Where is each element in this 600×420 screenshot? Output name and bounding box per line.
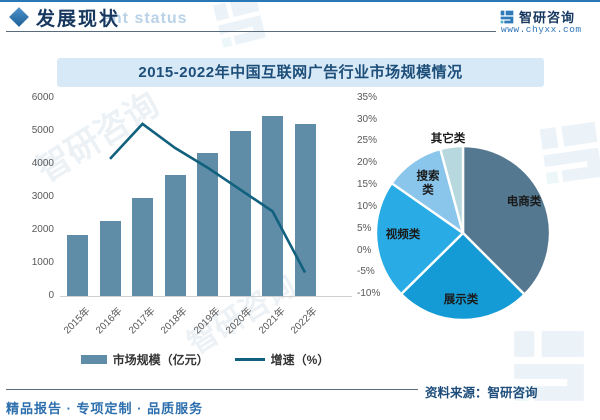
chart-title-banner: 2015-2022年中国互联网广告行业市场规模情况: [57, 58, 544, 87]
pie-chart-svg: [374, 144, 552, 322]
brand-name: 智研咨询: [519, 10, 576, 25]
bar-2017年: [132, 198, 153, 296]
growth-line: [109, 122, 307, 274]
y-axis-left-tick: 5000: [31, 124, 54, 136]
footer-tagline: 精品报告 · 专项定制 · 品质服务: [6, 401, 204, 416]
bar-swatch-icon: [80, 355, 107, 364]
brand-website-link[interactable]: www.chyxx.com: [501, 24, 582, 35]
bar-2019年: [197, 152, 218, 296]
data-source-label: 资料来源：智研咨询: [425, 386, 538, 400]
combo-chart-plot-area: [60, 95, 352, 297]
diamond-icon: [9, 7, 29, 27]
legend-label: 市场规模（亿元）: [112, 353, 209, 367]
brand-logo: 智研咨询: [499, 7, 575, 26]
bar-2016年: [99, 220, 121, 296]
brand-logo-icon: [499, 9, 515, 25]
x-axis-tick: 2015年: [61, 305, 93, 337]
bar-2015年: [67, 234, 88, 296]
pie-slice-视频类: [374, 182, 465, 296]
y-axis-right-tick: 30%: [357, 113, 378, 125]
y-axis-right-tick: 35%: [357, 91, 378, 103]
y-axis-right-tick: -5%: [357, 266, 375, 278]
pie-slice-展示类: [399, 231, 526, 322]
y-axis-right-tick: 0%: [357, 244, 372, 256]
y-axis-right-tick: 20%: [357, 157, 378, 169]
y-axis-left-tick: 4000: [31, 157, 54, 169]
watermark-logo-icon: [206, 0, 273, 55]
legend-item: 增速（%）: [234, 351, 330, 368]
y-axis-right-tick: 5%: [357, 222, 372, 234]
y-axis-right-tick: 10%: [357, 200, 378, 212]
pie-slice-其它类: [439, 144, 465, 235]
y-axis-left-tick: 0: [48, 290, 54, 301]
section-title: 发展现状: [36, 9, 121, 30]
y-axis-left-tick: 3000: [31, 190, 54, 202]
top-border-strip: [0, 0, 600, 2]
y-axis-left-tick: 6000: [31, 91, 54, 103]
legend-item: 市场规模（亿元）: [80, 351, 209, 368]
bar-2022年: [294, 124, 316, 296]
pie-slice-电商类: [461, 144, 552, 296]
header-divider: [6, 31, 496, 32]
y-axis-right-tick: 15%: [357, 179, 378, 191]
bar-2018年: [164, 175, 186, 296]
x-axis-tick: 2017年: [126, 305, 158, 337]
y-axis-left-tick: 2000: [31, 223, 54, 235]
chart-legend: 市场规模（亿元） 增速（%）: [40, 351, 370, 368]
bar-2020年: [229, 131, 251, 296]
growth-line-chart: [109, 122, 307, 274]
pie-label-搜索类: 搜索类: [416, 170, 440, 197]
y-axis-right-tick: -10%: [357, 288, 381, 300]
pie-label-展示类: 展示类: [443, 293, 479, 306]
y-axis-right-tick: 25%: [357, 135, 378, 147]
footer-divider: [6, 389, 418, 390]
pie-label-视频类: 视频类: [385, 228, 421, 241]
bar-2021年: [262, 115, 283, 296]
y-axis-left-tick: 1000: [31, 256, 54, 268]
pie-label-电商类: 电商类: [506, 195, 542, 208]
header-ghost-text: ent status: [102, 10, 188, 27]
line-swatch-icon: [234, 358, 265, 361]
legend-label: 增速（%）: [270, 353, 330, 367]
pie-label-其它类: 其它类: [430, 132, 466, 145]
